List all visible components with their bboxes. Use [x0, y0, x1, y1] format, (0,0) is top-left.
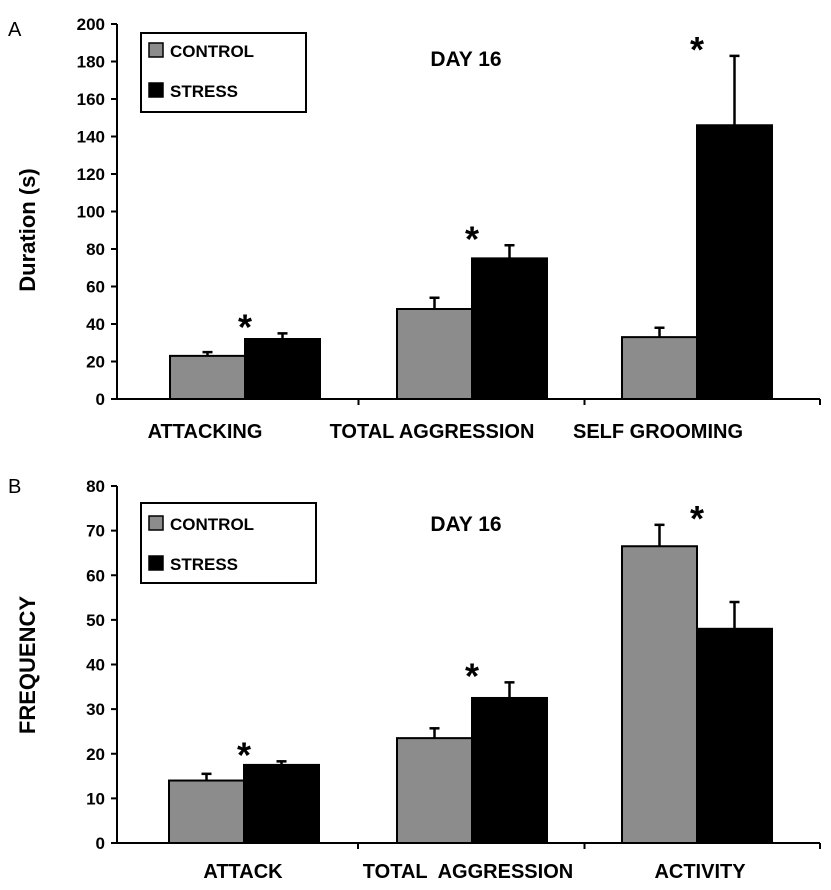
panel-a-category-label: TOTAL AGGRESSION: [330, 421, 535, 443]
panel-a-duration-chart: A Duration (s) DAY 16 CONTROL STRESS 0 20…: [8, 15, 821, 443]
panel-a-y-tick-label: 60: [86, 278, 105, 297]
panel-a-significance-star: *: [690, 29, 704, 70]
panel-a-y-tick-label: 40: [86, 315, 105, 334]
panel-b-significance-star: *: [237, 734, 251, 775]
panel-b-legend-box: [140, 502, 317, 584]
panel-b-legend: CONTROL STRESS: [140, 502, 317, 584]
panel-a-y-tick-label: 180: [77, 53, 105, 72]
panel-b-y-tick-label: 30: [86, 700, 105, 719]
panel-b-bar-control: [621, 545, 698, 845]
panel-b-y-tick-label: 10: [86, 789, 105, 808]
panel-b-y-tick-label: 60: [86, 566, 105, 585]
panel-b-title: DAY 16: [430, 513, 501, 536]
panel-b-category-label: ATTACK: [203, 861, 283, 883]
panel-a-legend-control-label: CONTROL: [170, 42, 254, 61]
panel-b-bar-stress: [696, 627, 773, 844]
panel-b-y-tick-label: 0: [96, 834, 105, 853]
panel-b-y-tick-label: 70: [86, 522, 105, 541]
panel-a-y-tick-label: 0: [96, 390, 105, 409]
panel-a-bar-stress: [471, 257, 548, 400]
panel-a-legend: CONTROL STRESS: [140, 32, 307, 113]
panel-a-category-label: SELF GROOMING: [573, 421, 743, 443]
panel-b-y-tick-label: 20: [86, 745, 105, 764]
panel-b-y-tick-label: 80: [86, 477, 105, 496]
panel-b-letter: B: [8, 476, 21, 498]
panel-b-legend-control-label: CONTROL: [170, 515, 254, 534]
panel-b-frequency-chart: B FREQUENCY DAY 16 CONTROL STRESS 0 10 20 3…: [8, 476, 821, 883]
panel-a-y-tick-label: 20: [86, 353, 105, 372]
panel-a-legend-stress-label: STRESS: [170, 82, 238, 101]
panel-a-y-axis-label: Duration (s): [15, 168, 40, 291]
panel-b-bar-control: [396, 737, 473, 844]
panel-b-legend-stress-label: STRESS: [170, 555, 238, 574]
panel-b-significance-star: *: [465, 655, 479, 696]
panel-a-y-tick-label: 140: [77, 128, 105, 147]
panel-b-category-label: TOTAL AGGRESSION: [363, 861, 573, 883]
panel-a-category-label: ATTACKING: [148, 421, 263, 443]
panel-b-y-tick-label: 40: [86, 656, 105, 675]
panel-b-category-label: ACTIVITY: [654, 861, 746, 883]
panel-a-plot-area: 0 20 40 60 80 100 120 140 160 180 200 * ATTACKING * TO…: [77, 15, 821, 443]
panel-a-legend-box: [140, 32, 307, 113]
panel-a-bar-stress: [244, 338, 321, 400]
panel-a-y-tick-label: 80: [86, 240, 105, 259]
panel-a-y-tick-label: 100: [77, 203, 105, 222]
panel-b-bar-stress: [243, 763, 320, 844]
panel-b-legend-control-swatch: [148, 515, 164, 531]
panel-a-bar-control: [396, 308, 473, 400]
panel-a-y-tick-label: 200: [77, 15, 105, 34]
panel-a-bar-stress: [696, 124, 773, 400]
panel-a-letter: A: [8, 19, 22, 41]
panel-a-bar-control: [621, 336, 698, 400]
panel-b-y-axis-label: FREQUENCY: [15, 596, 40, 734]
panel-a-bar-control: [169, 354, 246, 400]
panel-a-significance-star: *: [465, 218, 479, 259]
panel-b-significance-star: *: [690, 498, 704, 539]
panel-a-legend-stress-swatch: [148, 82, 164, 98]
panel-b-plot-area: 0 10 20 30 40 50 60 70 80 * ATTACK * TOTAL AGGRESSIO…: [86, 477, 821, 883]
panel-b-bar-stress: [471, 696, 548, 844]
panel-a-y-tick-label: 160: [77, 90, 105, 109]
panel-b-bar-control: [168, 779, 245, 845]
panel-a-legend-control-swatch: [148, 42, 164, 58]
panel-a-y-tick-label: 120: [77, 165, 105, 184]
panel-b-legend-stress-swatch: [148, 555, 164, 571]
panel-b-y-tick-label: 50: [86, 611, 105, 630]
panel-a-significance-star: *: [238, 306, 252, 347]
panel-a-title: DAY 16: [430, 48, 501, 71]
